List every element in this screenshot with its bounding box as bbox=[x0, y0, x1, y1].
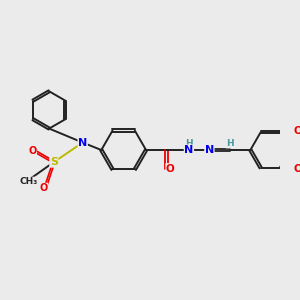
Text: H: H bbox=[185, 139, 193, 148]
Text: O: O bbox=[28, 146, 37, 156]
Text: CH₃: CH₃ bbox=[20, 177, 38, 186]
Text: S: S bbox=[50, 157, 58, 167]
Text: O: O bbox=[293, 126, 300, 136]
Text: N: N bbox=[78, 137, 87, 148]
Text: N: N bbox=[205, 145, 214, 155]
Text: N: N bbox=[184, 145, 194, 155]
Text: O: O bbox=[166, 164, 175, 174]
Text: O: O bbox=[39, 183, 48, 193]
Text: H: H bbox=[226, 139, 234, 148]
Text: O: O bbox=[293, 164, 300, 174]
